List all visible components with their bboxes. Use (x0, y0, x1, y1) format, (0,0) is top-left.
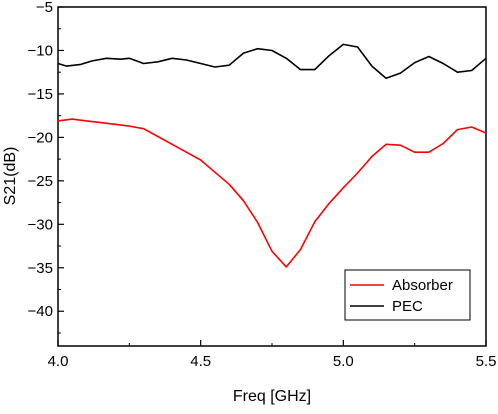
x-tick-label: 4.5 (190, 353, 211, 370)
y-axis-label: S21(dB) (2, 147, 19, 206)
x-tick-label: 5.0 (333, 353, 354, 370)
y-tick-label: −40 (28, 303, 53, 320)
series-line-absorber (57, 118, 487, 268)
tick-labels: 4.0 4.5 5.0 5.5 −5 −10 −15 −20 −25 −30 −35 −40 (28, 0, 497, 370)
axis-ticks (57, 6, 487, 346)
legend-label-pec: PEC (392, 298, 423, 315)
y-tick-label: −20 (28, 129, 53, 146)
y-tick-label: −10 (28, 42, 53, 59)
x-tick-label: 4.0 (48, 353, 69, 370)
y-tick-label: −25 (28, 173, 53, 190)
series-line-pec (57, 43, 487, 80)
legend-box (344, 269, 471, 321)
y-tick-label: −15 (28, 86, 53, 103)
series-lines (57, 43, 487, 268)
legend-label-absorber: Absorber (392, 277, 453, 294)
y-tick-label: −5 (36, 0, 53, 16)
y-tick-label: −30 (28, 216, 53, 233)
legend: Absorber PEC (344, 269, 471, 321)
x-tick-label: 5.5 (476, 353, 497, 370)
y-tick-label: −35 (28, 260, 53, 277)
x-axis-label: Freq [GHz] (233, 388, 311, 405)
